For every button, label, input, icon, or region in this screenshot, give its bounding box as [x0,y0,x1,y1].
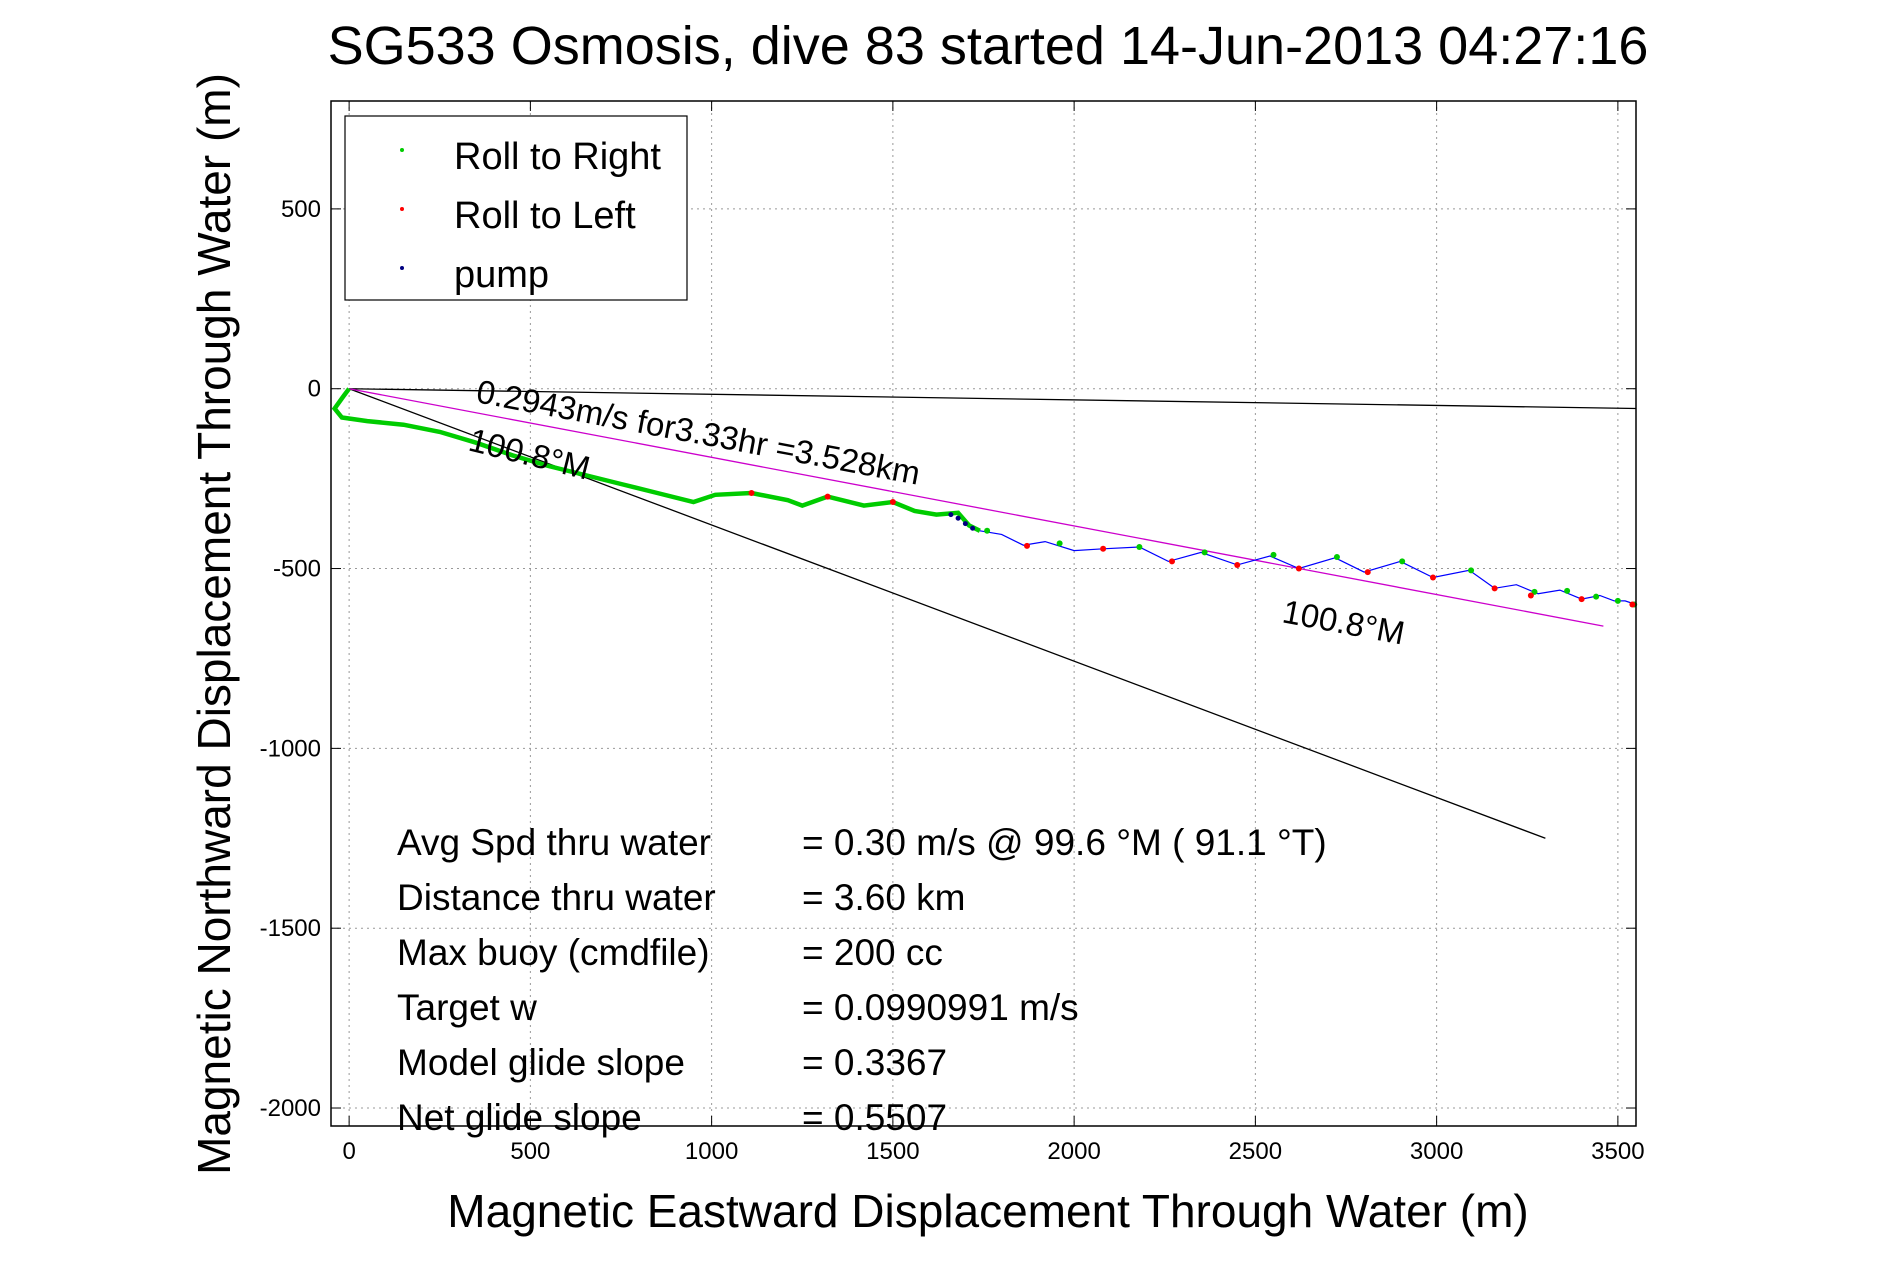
stat-value-max-buoy: = 200 cc [802,932,943,973]
legend-label-pump: pump [454,254,549,296]
roll-right-point [1564,587,1571,594]
stat-label-max-buoy: Max buoy (cmdfile) [397,932,710,973]
legend-marker-roll-right [400,148,404,152]
black-line-2 [348,388,1546,839]
roll-right-point [1614,597,1621,604]
roll-left-point [1629,601,1636,608]
stat-label-net-glide: Net glide slope [397,1097,642,1138]
roll-left-point [1234,561,1241,568]
roll-left-point [1169,558,1175,565]
track-near-series [331,387,981,533]
y-axis-label: Magnetic Northward Displacement Through … [188,73,240,1175]
pump-point [970,525,976,531]
roll-right-point [1468,567,1475,574]
y-tick-label: 0 [308,376,321,403]
x-tick-label: 0 [342,1138,355,1165]
plot-frame [330,100,1637,1127]
roll-right-point [1136,543,1143,550]
stat-label-target-w: Target w [397,987,537,1028]
pump-point [962,521,968,527]
track-far-series [979,530,1637,606]
pump-point [948,512,954,518]
x-tick-label: 3500 [1591,1138,1644,1165]
roll-left-point [824,493,831,500]
ticks: 0 500 1000 1500 2000 2500 3000 3500 500 0 -500 -100… [260,101,1645,1165]
roll-left-point [1364,569,1371,576]
data-layer [331,387,1638,839]
roll-right-point [1201,549,1208,556]
stat-label-model-glide: Model glide slope [397,1042,685,1083]
roll-left-point [1527,592,1534,599]
stat-value-model-glide: = 0.3367 [802,1042,947,1083]
x-tick-label: 2000 [1047,1138,1100,1165]
roll-left-point [1578,596,1585,603]
magenta-line [349,388,1604,627]
roll-left-point [1491,585,1498,592]
y-tick-label: 500 [281,196,321,223]
x-tick-label: 1500 [866,1138,919,1165]
roll-left-point [748,490,755,497]
roll-left-point [889,499,896,506]
y-tick-label: -1000 [260,735,321,762]
chart-title: SG533 Osmosis, dive 83 started 14-Jun-20… [328,16,1649,76]
stat-label-distance: Distance thru water [397,877,716,918]
stat-value-avg-speed: = 0.30 m/s @ 99.6 °M ( 91.1 °T) [802,822,1327,863]
y-tick-label: -1500 [260,915,321,942]
roll-right-point [1399,558,1406,565]
roll-right-point [1270,551,1277,558]
legend: Roll to Right Roll to Left pump [344,115,688,301]
black-line-1 [349,388,1637,410]
roll-right-point [1593,593,1600,600]
roll-left-point [1430,574,1436,581]
legend-marker-roll-left [400,207,404,211]
roll-left-point [1295,565,1302,572]
roll-right-point [1333,554,1340,561]
roll-left-point [1100,545,1107,552]
stats-block: Avg Spd thru water = 0.30 m/s @ 99.6 °M … [397,822,1327,1138]
roll-right-point [984,527,991,534]
roll-right-point [1056,540,1063,547]
stat-value-target-w: = 0.0990991 m/s [802,987,1079,1028]
y-tick-label: -500 [273,556,321,583]
stat-value-distance: = 3.60 km [802,877,966,918]
x-tick-label: 2500 [1229,1138,1282,1165]
legend-label-roll-right: Roll to Right [454,136,661,178]
legend-label-roll-left: Roll to Left [454,195,636,237]
x-axis-label: Magnetic Eastward Displacement Through W… [447,1185,1528,1237]
legend-marker-pump [400,266,404,270]
x-tick-label: 3000 [1410,1138,1463,1165]
pump-point [955,515,961,521]
roll-left-point [1024,542,1030,549]
x-tick-label: 1000 [685,1138,738,1165]
stat-label-avg-speed: Avg Spd thru water [397,822,711,863]
stat-value-net-glide: = 0.5507 [802,1097,947,1138]
x-tick-label: 500 [510,1138,550,1165]
y-tick-label: -2000 [260,1095,321,1122]
